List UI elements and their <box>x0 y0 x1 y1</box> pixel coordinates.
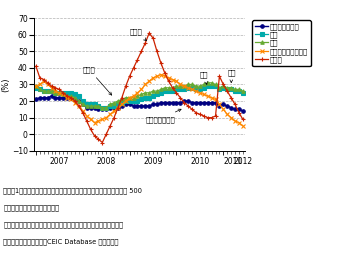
衣類 <box>100 106 104 109</box>
社会消費品小売 <box>116 106 120 109</box>
衣類 <box>116 100 120 103</box>
家電・映像音響機器 <box>241 124 245 127</box>
Text: 2012: 2012 <box>233 157 252 166</box>
社会消費品小売 <box>163 101 167 104</box>
自動車 <box>69 96 73 99</box>
Text: 万元以上の企業で集計。: 万元以上の企業で集計。 <box>3 204 59 211</box>
Line: 家電・映像音響機器: 家電・映像音響機器 <box>34 72 245 128</box>
家電・映像音響機器 <box>69 98 73 101</box>
家電・映像音響機器 <box>112 109 116 113</box>
社会消費品小売 <box>34 98 38 101</box>
食品 <box>206 84 210 88</box>
家電・映像音響機器 <box>34 84 38 88</box>
食品 <box>100 106 104 109</box>
Text: 食品: 食品 <box>200 71 208 84</box>
家電・映像音響機器 <box>155 75 159 78</box>
衣類 <box>206 81 210 84</box>
衣類 <box>159 88 163 91</box>
Text: 備考：1．小売総額は小規模企業も含むが、業種別内訳は年間売上高 500: 備考：1．小売総額は小規模企業も含むが、業種別内訳は年間売上高 500 <box>3 187 142 194</box>
自動車 <box>155 50 159 53</box>
衣類 <box>151 89 155 93</box>
自動車 <box>163 71 167 74</box>
衣類 <box>178 84 183 88</box>
自動車 <box>147 31 151 35</box>
Text: 自動車: 自動車 <box>130 28 147 41</box>
自動車 <box>241 118 245 121</box>
自動車 <box>100 141 104 144</box>
自動車 <box>116 106 120 109</box>
Text: 2008: 2008 <box>97 157 116 166</box>
Text: 家電等: 家電等 <box>83 66 112 95</box>
衣類 <box>241 89 245 93</box>
家電・映像音響機器 <box>147 80 151 83</box>
衣類 <box>69 95 73 98</box>
食品 <box>178 88 183 91</box>
社会消費品小売 <box>151 103 155 106</box>
食品 <box>34 86 38 89</box>
Legend: 社会消費品小売, 食品, 衣類, 家電・映像音響機器, 自動車: 社会消費品小売, 食品, 衣類, 家電・映像音響機器, 自動車 <box>253 20 311 66</box>
社会消費品小売 <box>73 98 77 101</box>
自動車 <box>182 101 186 104</box>
家電・映像音響機器 <box>178 83 183 86</box>
衣類 <box>34 84 38 88</box>
社会消費品小売 <box>50 95 54 98</box>
食品 <box>151 95 155 98</box>
Text: 社会消費品小売: 社会消費品小売 <box>145 109 181 122</box>
食品 <box>69 91 73 94</box>
家電・映像音響機器 <box>163 75 167 78</box>
Line: 自動車: 自動車 <box>34 31 245 145</box>
家電・映像音響機器 <box>159 73 163 76</box>
Line: 衣類: 衣類 <box>34 81 244 109</box>
社会消費品小売 <box>178 101 183 104</box>
自動車 <box>34 65 38 68</box>
社会消費品小売 <box>241 109 245 113</box>
Text: 資料：中国国家統計局、CEIC Database から作成。: 資料：中国国家統計局、CEIC Database から作成。 <box>3 238 119 244</box>
Text: 衣類: 衣類 <box>227 70 236 83</box>
Y-axis label: (%): (%) <box>1 77 10 92</box>
Line: 社会消費品小売: 社会消費品小売 <box>34 94 244 113</box>
Text: 2010: 2010 <box>190 157 209 166</box>
Text: ２．春節の影響を除くため、１～２月は各月の伸び率を平均。: ２．春節の影響を除くため、１～２月は各月の伸び率を平均。 <box>3 221 123 228</box>
Line: 食品: 食品 <box>34 84 244 109</box>
社会消費品小売 <box>159 101 163 104</box>
衣類 <box>163 86 167 89</box>
Text: 2011: 2011 <box>223 157 243 166</box>
Text: 2007: 2007 <box>50 157 69 166</box>
自動車 <box>167 80 171 83</box>
Text: 2009: 2009 <box>143 157 163 166</box>
食品 <box>159 91 163 94</box>
食品 <box>116 103 120 106</box>
食品 <box>241 91 245 94</box>
食品 <box>163 89 167 93</box>
